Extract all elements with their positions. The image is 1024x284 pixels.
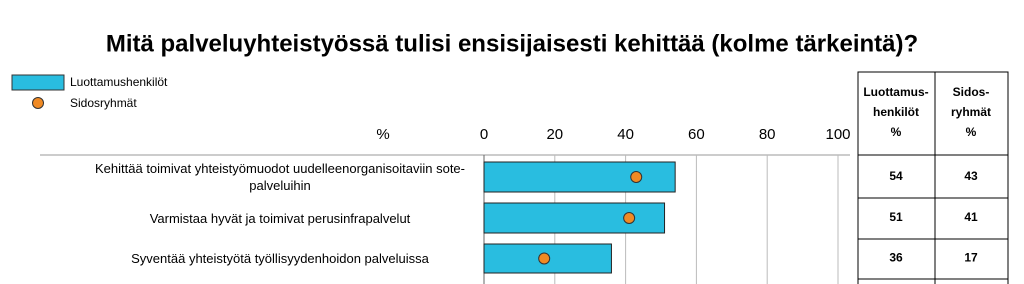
table-header: Sidos- [953,85,990,99]
table-cell: 41 [964,210,978,224]
legend-label: Luottamushenkilöt [70,75,168,89]
table-header: % [966,125,977,139]
table-cell: 17 [964,251,978,265]
bar [483,161,676,193]
table-header: ryhmät [951,105,991,119]
x-tick-label: 40 [617,126,634,143]
legend-swatch [11,74,65,91]
x-tick-label: 60 [688,126,705,143]
dot [538,252,551,265]
table-cell: 51 [889,210,903,224]
legend-label: Sidosryhmät [70,96,137,110]
x-tick-label: 80 [759,126,776,143]
dot [623,212,636,224]
y-tick-label: Syventää yhteistyötä työllisyydenhoidon … [131,251,429,266]
table-header: Luottamus- [863,85,928,99]
table-cell: 43 [964,169,978,183]
y-tick-label: Kehittää toimivat yhteistyömuodot uudell… [95,161,465,193]
bar [483,202,666,234]
legend-swatch [32,97,44,109]
dot [630,171,643,183]
table-header: % [891,125,902,139]
table-header: henkilöt [873,105,919,119]
x-tick-label: 100 [825,126,850,143]
chart-title: Mitä palveluyhteistyössä tulisi ensisija… [106,30,918,57]
table-frame [857,71,1009,284]
x-tick-label: 0 [480,126,488,143]
table-cell: 36 [889,251,903,265]
x-axis-label: % [376,126,389,143]
y-tick-label: Varmistaa hyvät ja toimivat perusinfrapa… [149,210,411,226]
x-tick-label: 20 [546,126,563,143]
table-cell: 54 [889,169,903,183]
